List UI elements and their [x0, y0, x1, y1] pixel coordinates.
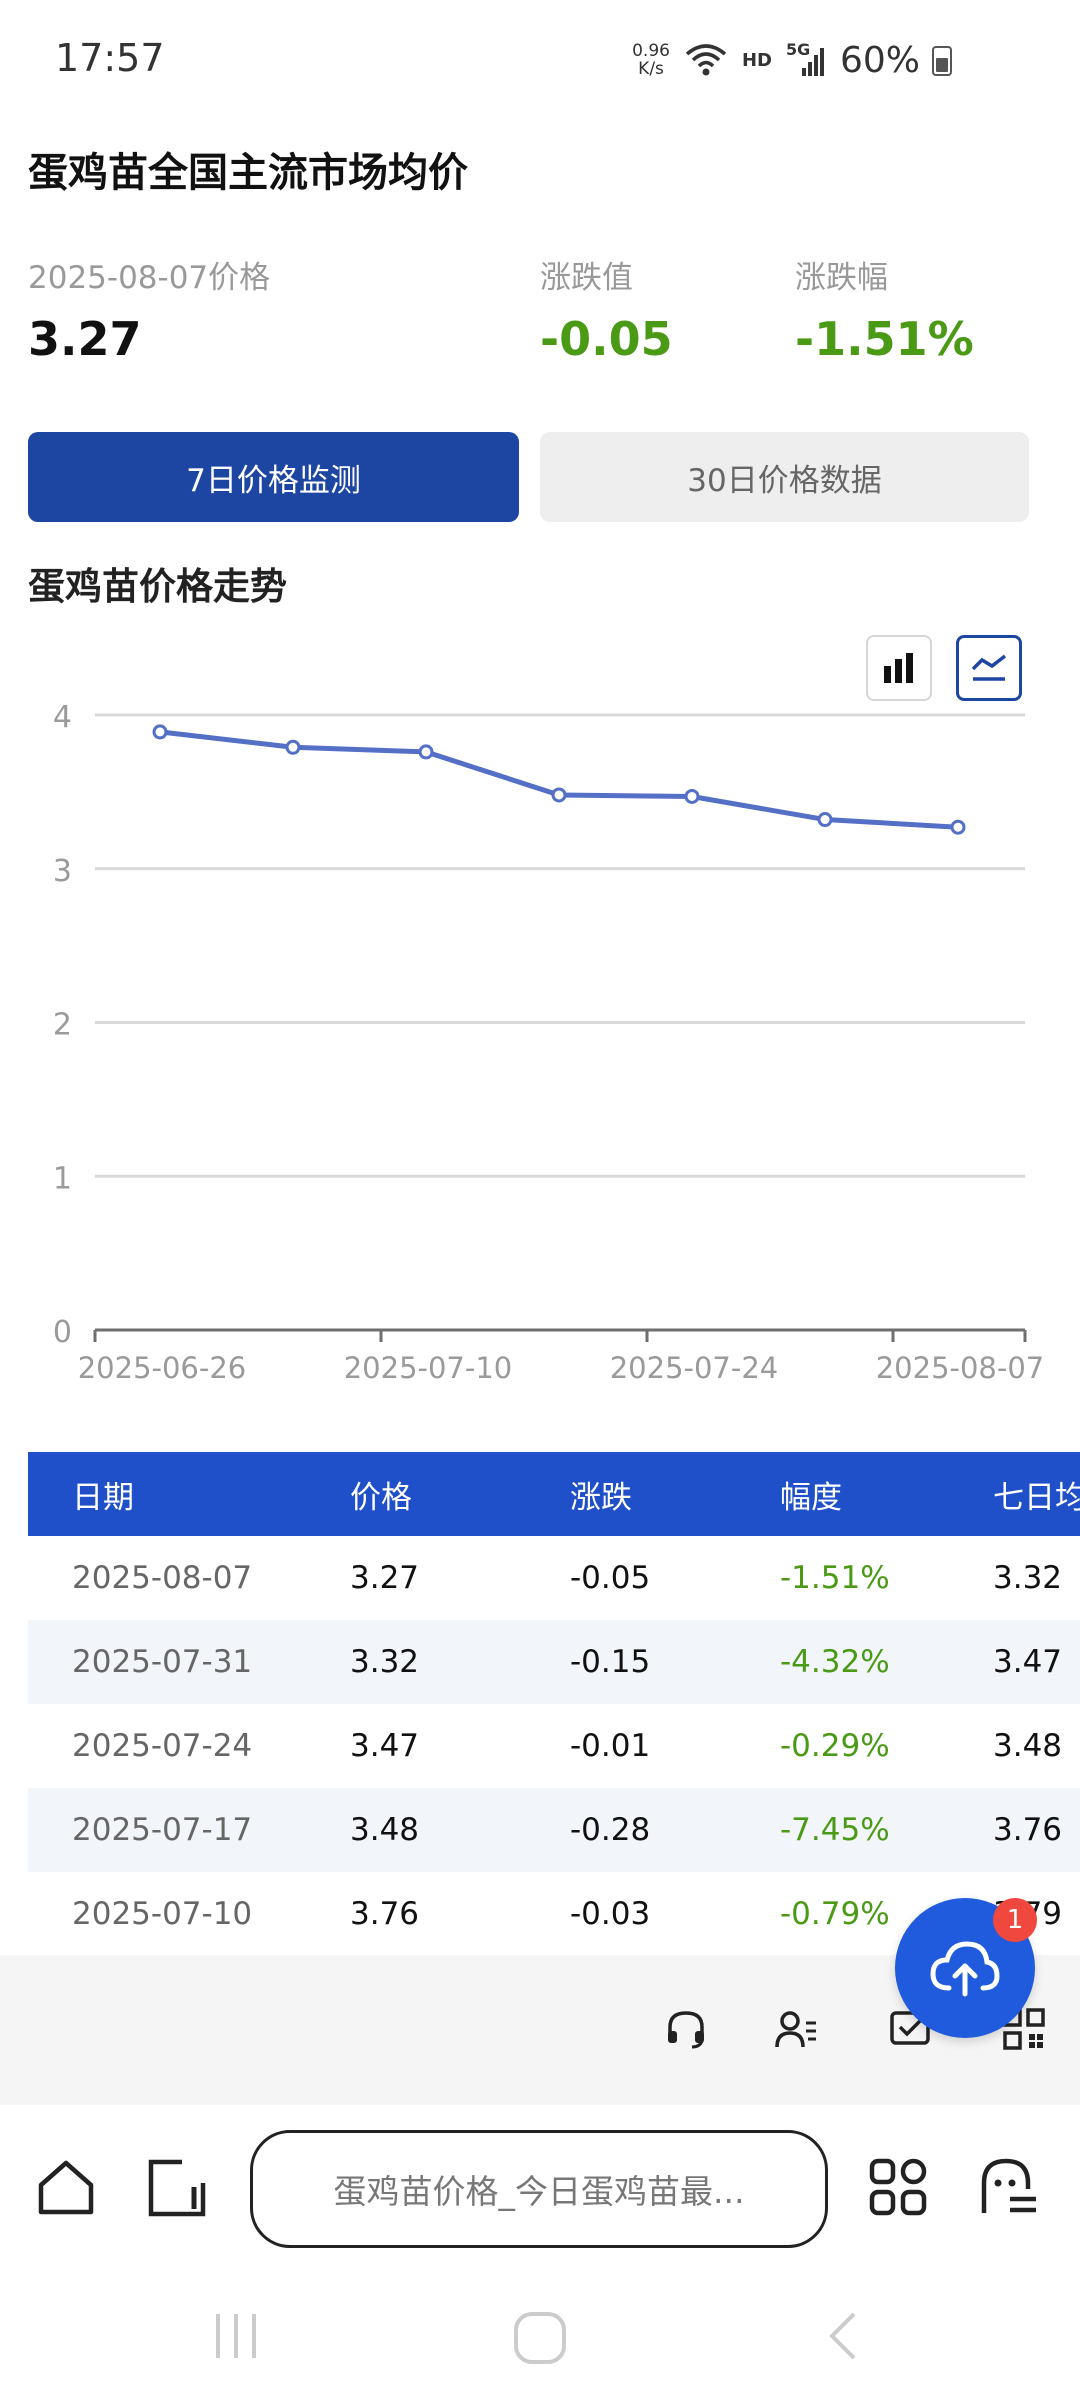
price-trend-chart: 0 1 2 3 4 2025-06-26 2025-07-10 2025-07-24 2025-… [53, 700, 1045, 1385]
browser-toolbar: 蛋鸡苗价格_今日蛋鸡苗最... [0, 2105, 1080, 2275]
net-speed: 0.96 K/s [632, 42, 670, 78]
current-price: 3.27 [28, 312, 142, 366]
status-indicators: 0.96 K/s HD 5G 60% [632, 38, 920, 82]
pct-label: 涨跌幅 [795, 260, 888, 296]
address-bar[interactable]: 蛋鸡苗价格_今日蛋鸡苗最... [250, 2130, 828, 2248]
y-tick-label: 3 [53, 854, 72, 889]
signal-icon: 5G [785, 40, 826, 78]
x-tick-label: 2025-06-26 [78, 1351, 247, 1385]
battery-percent: 60% [839, 39, 920, 81]
cell-change: -0.01 [570, 1728, 651, 1764]
cell-pct: -7.45% [780, 1812, 890, 1848]
table-header: 日期 价格 涨跌 幅度 七日均 [28, 1452, 1080, 1536]
battery-icon [932, 46, 952, 76]
x-tick-label: 2025-08-07 [876, 1351, 1045, 1385]
back-nav-icon[interactable] [822, 2310, 862, 2362]
tab-30-day-data[interactable]: 30日价格数据 [540, 432, 1029, 522]
y-tick-label: 2 [53, 1008, 72, 1043]
data-point[interactable] [285, 739, 301, 755]
cell-price: 3.32 [350, 1644, 420, 1680]
data-point[interactable] [950, 819, 966, 835]
user-list-icon[interactable] [774, 2007, 818, 2051]
apps-grid-icon[interactable] [868, 2157, 928, 2217]
cell-avg: 3.32 [993, 1560, 1063, 1596]
header-change: 涨跌 [570, 1479, 632, 1516]
cell-pct: -1.51% [780, 1560, 890, 1596]
change-label: 涨跌值 [540, 260, 633, 296]
cell-date: 2025-07-31 [72, 1644, 253, 1680]
status-time: 17:57 [55, 36, 165, 80]
data-point[interactable] [418, 744, 434, 760]
pct-value: -1.51% [795, 312, 974, 366]
tab-7-day-monitor[interactable]: 7日价格监测 [28, 432, 519, 522]
signal-label: 5G [785, 40, 811, 59]
header-pct: 幅度 [780, 1479, 842, 1516]
net-speed-value: 0.96 [632, 41, 670, 61]
ghost-menu-icon[interactable] [978, 2157, 1040, 2217]
change-value: -0.05 [540, 312, 673, 366]
header-price: 价格 [350, 1479, 412, 1516]
table-row: 2025-07-31 3.32 -0.15 -4.32% 3.47 [28, 1620, 1080, 1704]
cell-price: 3.48 [350, 1812, 420, 1848]
home-icon[interactable] [36, 2157, 96, 2217]
system-navigation [0, 2280, 1080, 2408]
cell-pct: -4.32% [780, 1644, 890, 1680]
cloud-upload-icon [930, 1941, 1000, 1997]
table-row: 2025-07-10 3.76 -0.03 -0.79% 3.79 [28, 1872, 1080, 1955]
cell-price: 3.76 [350, 1896, 420, 1932]
series-line [159, 729, 959, 830]
page-title: 蛋鸡苗全国主流市场均价 [28, 150, 468, 196]
cell-price: 3.47 [350, 1728, 420, 1764]
home-nav-icon[interactable] [512, 2310, 568, 2366]
cell-change: -0.15 [570, 1644, 651, 1680]
cell-pct: -0.29% [780, 1728, 890, 1764]
data-point[interactable] [684, 788, 700, 804]
line-chart-icon [971, 654, 1007, 681]
wifi-icon [685, 44, 727, 76]
bar-chart-icon [884, 653, 913, 683]
cell-avg: 3.47 [993, 1644, 1063, 1680]
data-point[interactable] [551, 787, 567, 803]
table-row: 2025-07-24 3.47 -0.01 -0.29% 3.48 [28, 1704, 1080, 1788]
recent-apps-icon[interactable] [212, 2310, 262, 2362]
data-point[interactable] [152, 724, 168, 740]
cell-date: 2025-07-10 [72, 1896, 253, 1932]
header-7day-avg: 七日均 [993, 1479, 1080, 1516]
notification-badge: 1 [993, 1898, 1037, 1942]
cell-change: -0.05 [570, 1560, 651, 1596]
status-bar: 17:57 0.96 K/s HD 5G 60% [0, 0, 1080, 120]
hd-label: HD [741, 49, 772, 71]
y-tick-label: 4 [53, 700, 72, 735]
bar-chart-button[interactable] [866, 635, 932, 701]
cell-date: 2025-07-17 [72, 1812, 253, 1848]
cell-change: -0.03 [570, 1896, 651, 1932]
net-speed-unit: K/s [638, 59, 664, 79]
tabs-icon [148, 2159, 206, 2217]
y-tick-label: 1 [53, 1161, 72, 1196]
x-tick-label: 2025-07-24 [610, 1351, 779, 1385]
headset-icon[interactable] [664, 2007, 708, 2051]
tabs-button[interactable] [146, 2157, 208, 2219]
line-chart-button[interactable] [956, 635, 1022, 701]
cell-price: 3.27 [350, 1560, 420, 1596]
cell-pct: -0.79% [780, 1896, 890, 1932]
table-row: 2025-07-17 3.48 -0.28 -7.45% 3.76 [28, 1788, 1080, 1872]
cell-avg: 3.76 [993, 1812, 1063, 1848]
cell-date: 2025-08-07 [72, 1560, 253, 1596]
y-tick-label: 0 [53, 1315, 72, 1350]
x-tick-label: 2025-07-10 [344, 1351, 513, 1385]
cell-change: -0.28 [570, 1812, 651, 1848]
table-row: 2025-08-07 3.27 -0.05 -1.51% 3.32 [28, 1536, 1080, 1620]
price-date-label: 2025-08-07价格 [28, 260, 271, 296]
price-table: 日期 价格 涨跌 幅度 七日均 2025-08-07 3.27 -0.05 -1… [28, 1452, 1080, 1955]
cell-avg: 3.48 [993, 1728, 1063, 1764]
header-date: 日期 [72, 1479, 134, 1516]
chart-section-title: 蛋鸡苗价格走势 [28, 565, 287, 608]
cell-date: 2025-07-24 [72, 1728, 253, 1764]
data-point[interactable] [817, 812, 833, 828]
